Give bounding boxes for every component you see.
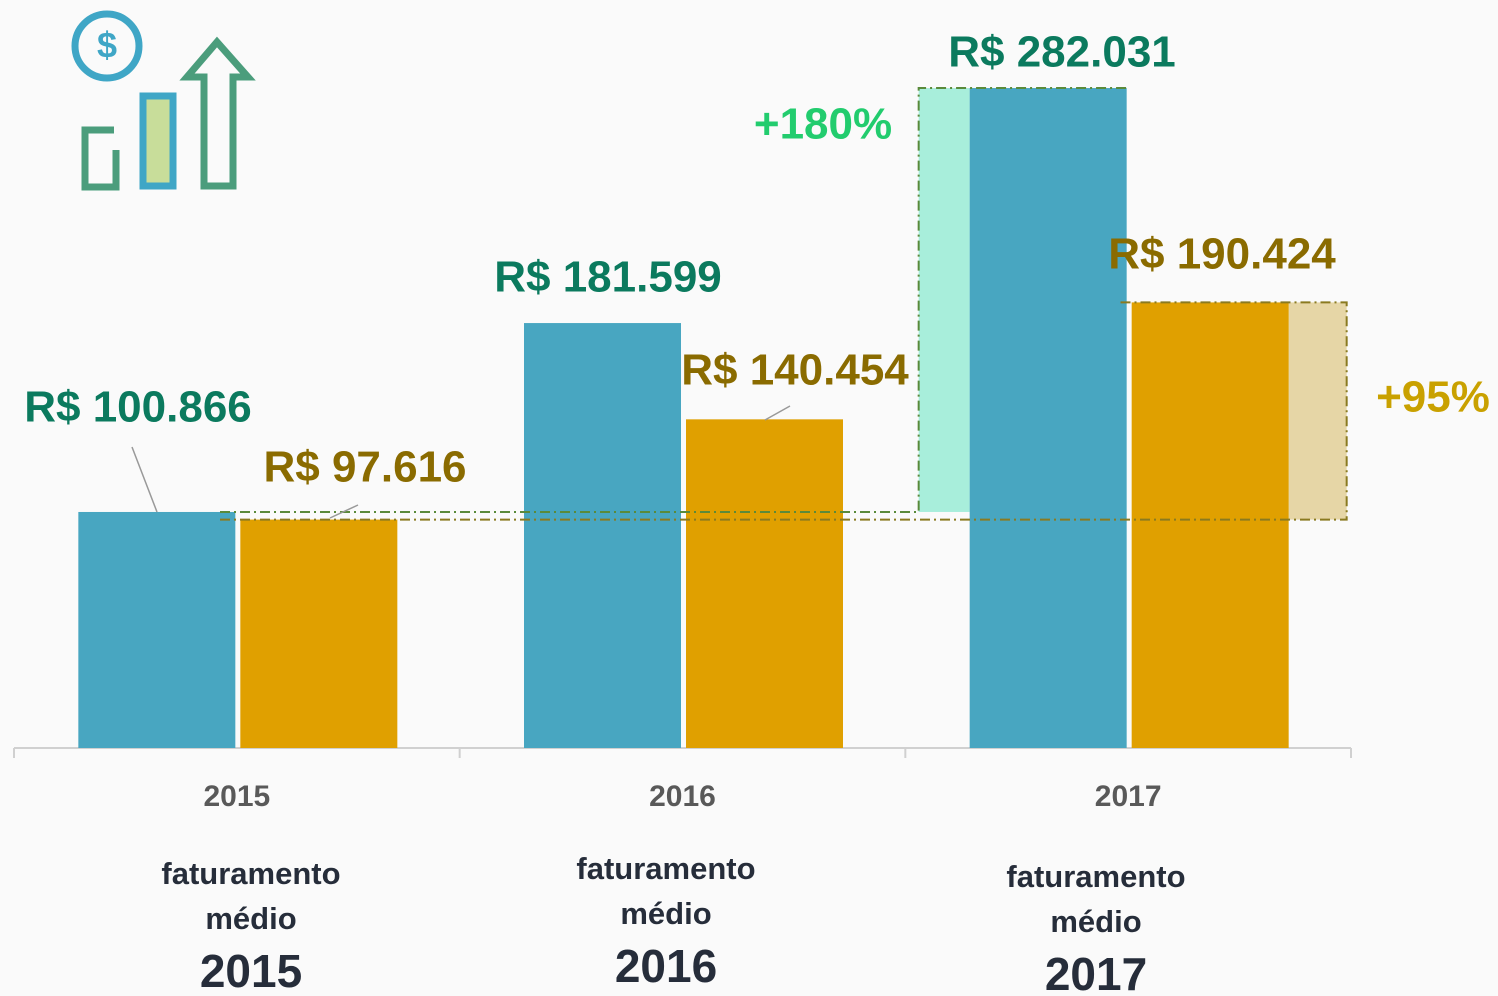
caption: médio [1050,904,1141,939]
svg-text:$: $ [97,25,117,66]
bar [240,519,398,748]
growth-box [1288,302,1347,520]
caption: faturamento [1006,859,1185,894]
caption: médio [205,901,296,936]
value-label: R$ 282.031 [948,28,1176,77]
value-label: R$ 97.616 [263,443,466,492]
caption: faturamento [576,851,755,886]
caption-year: 2017 [1045,948,1147,996]
bar [78,511,236,748]
annotation: +95% [1376,373,1490,422]
x-tick-label: 2016 [649,780,716,813]
growth-outline [220,301,1348,521]
caption-year: 2015 [200,945,302,996]
growth-box [918,88,970,512]
value-label: R$ 190.424 [1108,230,1336,279]
growth-outline [220,87,1127,513]
leader-line [764,405,791,421]
icon: $ [71,10,256,191]
annotation: +180% [754,100,892,149]
value-label: R$ 100.866 [24,383,252,432]
leader-line [131,446,158,513]
caption-year: 2016 [615,940,717,992]
x-tick-label: 2015 [203,780,270,813]
value-label: R$ 181.599 [494,253,722,302]
value-label: R$ 140.454 [681,346,909,395]
bar [1131,302,1289,748]
bar [686,419,843,748]
leader-line [329,504,359,519]
bar [524,323,681,748]
caption: médio [620,896,711,931]
caption: faturamento [161,856,340,891]
bar [969,88,1127,748]
x-tick-label: 2017 [1095,780,1162,813]
